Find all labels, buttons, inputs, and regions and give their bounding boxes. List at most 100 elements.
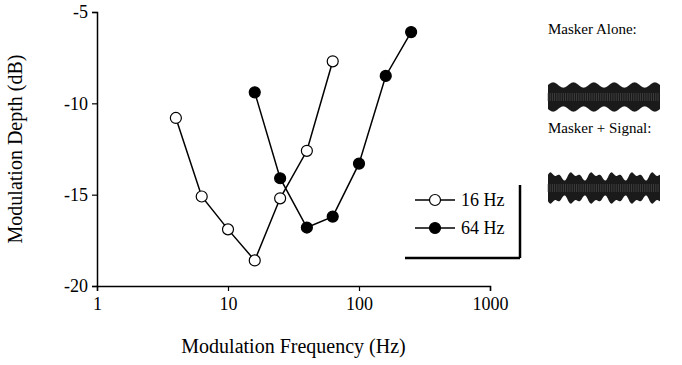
waveform-line xyxy=(642,93,643,101)
x-tick: 1000 xyxy=(473,286,509,314)
waveform-line xyxy=(594,93,595,101)
waveform xyxy=(548,82,660,111)
waveform-line xyxy=(614,184,615,192)
x-axis: 1101001000 xyxy=(93,286,509,314)
x-tick-label: 1 xyxy=(93,294,102,314)
waveform-line xyxy=(651,184,652,192)
waveform-line xyxy=(556,184,557,192)
waveform-line xyxy=(622,184,623,192)
waveform-line xyxy=(570,184,571,192)
data-point xyxy=(380,70,391,81)
waveform-line xyxy=(559,184,560,192)
data-point xyxy=(249,255,260,266)
x-tick: 1 xyxy=(93,286,102,314)
annotation: Masker Alone: xyxy=(548,21,637,37)
waveform-line xyxy=(572,93,573,101)
data-point xyxy=(223,224,234,235)
waveform-line xyxy=(640,93,641,101)
waveform-line xyxy=(598,184,599,192)
waveform-line xyxy=(548,184,549,192)
series-line xyxy=(255,32,411,227)
waveform-line xyxy=(633,93,634,101)
waveform-line xyxy=(552,184,553,192)
waveform xyxy=(548,172,660,203)
y-tick-label: -15 xyxy=(64,185,88,205)
waveform-line xyxy=(620,93,621,101)
legend: 16 Hz64 Hz xyxy=(405,185,520,258)
x-tick-mark xyxy=(359,286,360,291)
waveform-line xyxy=(607,184,608,192)
waveform-line xyxy=(578,93,579,101)
waveform-line xyxy=(644,93,645,101)
waveform-line xyxy=(589,93,590,101)
waveform-line xyxy=(629,184,630,192)
data-point xyxy=(275,173,286,184)
y-tick: -15 xyxy=(64,185,97,205)
waveform-line xyxy=(629,93,630,101)
waveform-line xyxy=(598,93,599,101)
waveform-line xyxy=(554,93,555,101)
waveform-line xyxy=(620,184,621,192)
waveform-line xyxy=(578,184,579,192)
waveform-line xyxy=(559,93,560,101)
waveform-line xyxy=(565,93,566,101)
waveform-line xyxy=(653,93,654,101)
waveform-line xyxy=(554,184,555,192)
waveform-line xyxy=(644,184,645,192)
legend-label: 16 Hz xyxy=(461,190,505,210)
waveform-line xyxy=(638,184,639,192)
waveform-line xyxy=(625,93,626,101)
waveform-texture xyxy=(548,93,658,101)
data-point xyxy=(354,158,365,169)
y-tick-label: -5 xyxy=(73,2,88,22)
data-point xyxy=(301,145,312,156)
waveform-line xyxy=(600,184,601,192)
legend-marker xyxy=(430,195,441,206)
waveform-line xyxy=(574,184,575,192)
y-tick: -10 xyxy=(64,94,97,114)
y-tick-mark xyxy=(92,195,97,196)
waveform-line xyxy=(603,184,604,192)
y-axis-title: Modulation Depth (dB) xyxy=(4,55,27,244)
waveform-line xyxy=(605,93,606,101)
y-tick: -5 xyxy=(73,2,97,22)
waveform-line xyxy=(587,184,588,192)
waveform-line xyxy=(631,184,632,192)
data-point xyxy=(196,191,207,202)
waveform-line xyxy=(567,93,568,101)
waveform-line xyxy=(647,93,648,101)
x-tick-mark xyxy=(228,286,229,291)
y-tick-mark xyxy=(92,286,97,287)
x-tick-label: 10 xyxy=(220,294,238,314)
waveform-line xyxy=(592,184,593,192)
waveform-line xyxy=(596,93,597,101)
x-tick: 10 xyxy=(220,286,238,314)
waveform-line xyxy=(605,184,606,192)
legend-frame xyxy=(519,185,522,258)
waveform-line xyxy=(583,184,584,192)
waveform-line xyxy=(576,184,577,192)
waveform-line xyxy=(548,93,549,101)
waveform-line xyxy=(592,93,593,101)
waveform-line xyxy=(658,93,659,101)
waveform-line xyxy=(642,184,643,192)
waveform-texture xyxy=(548,184,658,192)
waveform-line xyxy=(556,93,557,101)
waveform-line xyxy=(600,93,601,101)
x-axis-line xyxy=(98,287,491,292)
x-axis-title: Modulation Frequency (Hz) xyxy=(181,335,405,358)
data-point xyxy=(406,27,417,38)
waveform-line xyxy=(563,184,564,192)
waveform-line xyxy=(636,184,637,192)
chart: 1101001000-20-15-10-5Modulation Frequenc… xyxy=(0,0,682,365)
waveform-line xyxy=(640,184,641,192)
waveform-line xyxy=(587,93,588,101)
waveform-line xyxy=(655,93,656,101)
waveform-line xyxy=(550,93,551,101)
waveform-line xyxy=(649,184,650,192)
y-tick: -20 xyxy=(64,276,97,296)
waveform-line xyxy=(618,93,619,101)
waveform-line xyxy=(653,184,654,192)
y-tick-label: -10 xyxy=(64,94,88,114)
y-tick-mark xyxy=(92,103,97,104)
